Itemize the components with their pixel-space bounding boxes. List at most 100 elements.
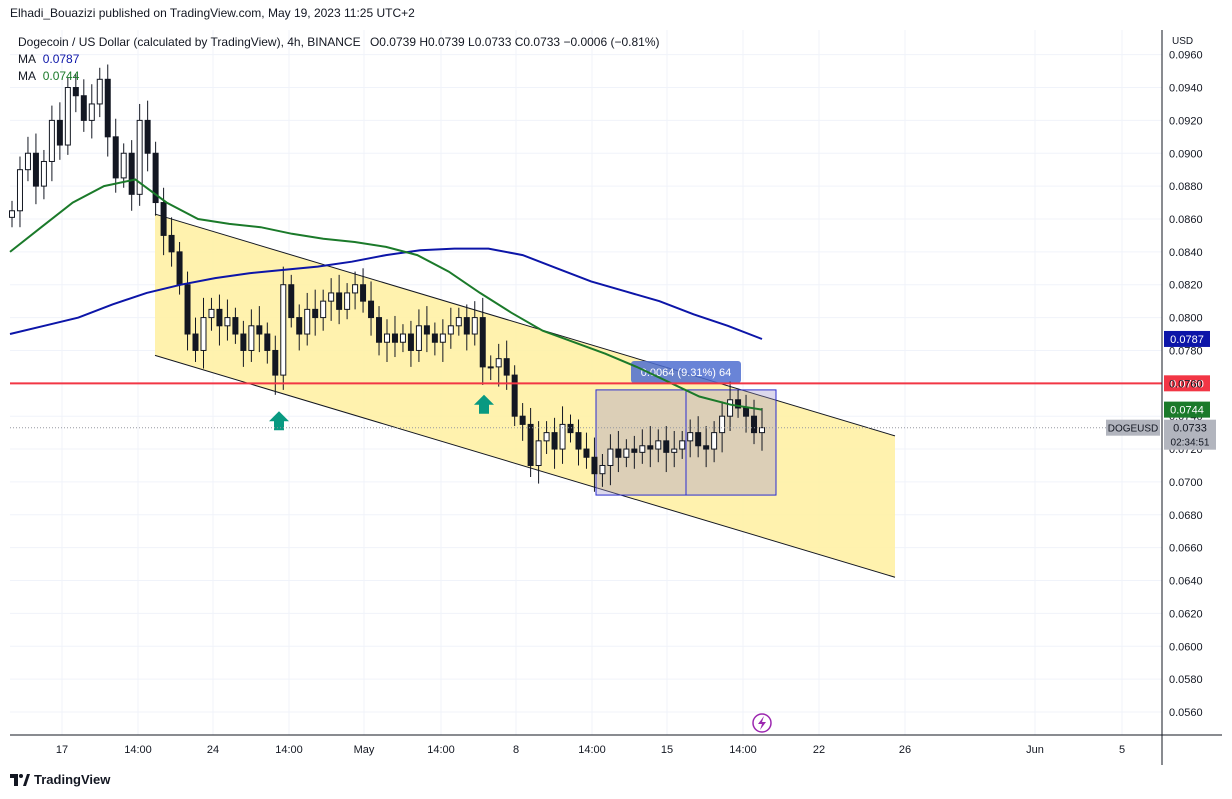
candle-body <box>176 251 183 286</box>
resistance-badge-label: 0.0760 <box>1170 378 1204 390</box>
y-tick-label: 0.0800 <box>1169 313 1203 325</box>
price-axis: 0.0960 0.0940 0.0920 0.0900 0.0880 0.0860 0.08… <box>10 30 1216 765</box>
ma-price-badge <box>1164 401 1210 418</box>
candle-body <box>216 308 223 327</box>
candle-body <box>615 448 622 458</box>
x-tick-label: 14:00 <box>275 744 303 756</box>
up-arrow-icon <box>269 411 289 431</box>
candle-body <box>80 95 87 121</box>
candle-body <box>751 415 758 434</box>
candle-body <box>463 317 470 335</box>
y-tick-label: 0.0940 <box>1169 83 1203 95</box>
footer-brand[interactable]: TradingView <box>10 772 110 787</box>
ma2-label: MA <box>18 69 36 83</box>
candle-body <box>575 432 582 450</box>
candle-body <box>24 152 31 171</box>
measure-label: 0.0064 (9.31%) 64 <box>641 367 732 379</box>
ma-line <box>9 247 763 340</box>
candle-body <box>471 317 478 335</box>
candle-body <box>399 333 406 343</box>
current-price-badge <box>1164 419 1216 450</box>
candle-body <box>631 448 638 453</box>
candle-body <box>320 300 327 319</box>
ma-price-badge-label: 0.0787 <box>1170 334 1204 346</box>
x-tick-label: 15 <box>661 744 673 756</box>
candle-body <box>240 333 247 351</box>
candle-body <box>368 300 375 319</box>
candle-body <box>280 284 287 376</box>
candle-body <box>248 325 255 351</box>
candle-body <box>647 445 654 450</box>
candle-body <box>527 423 534 466</box>
candle-body <box>551 432 558 450</box>
candle-body <box>208 308 215 319</box>
lightning-icon-bolt <box>758 716 766 730</box>
candle-body <box>272 349 279 376</box>
y-tick-label: 0.0600 <box>1169 641 1203 653</box>
candle-body <box>439 333 446 343</box>
x-tick-label: 24 <box>207 744 219 756</box>
candle-body <box>695 432 702 447</box>
candle-body <box>128 152 135 195</box>
x-tick-label: 14:00 <box>578 744 606 756</box>
candle-body <box>168 234 175 253</box>
y-tick-label: 0.0680 <box>1169 510 1203 522</box>
candle-body <box>479 317 486 368</box>
candle-body <box>224 317 231 327</box>
resistance-badge <box>1164 375 1210 392</box>
y-tick-label: 0.0700 <box>1169 477 1203 489</box>
y-tick-label: 0.0660 <box>1169 543 1203 555</box>
candle-body <box>88 103 95 121</box>
candle-body <box>735 399 742 409</box>
y-tick-label: 0.0760 <box>1169 378 1203 390</box>
candle-body <box>160 202 167 236</box>
time-axis: 17 14:00 24 14:00 May 14:00 8 14:00 15 14:00 22 26 J… <box>10 734 1222 756</box>
candle-body <box>743 407 750 417</box>
y-tick-label: 0.0960 <box>1169 50 1203 62</box>
ma-line <box>9 178 763 411</box>
candle-body <box>663 440 670 453</box>
y-tick-label: 0.0640 <box>1169 576 1203 588</box>
candle-body <box>288 284 295 319</box>
y-tick-label: 0.0820 <box>1169 280 1203 292</box>
candle-body <box>376 317 383 343</box>
candle-body <box>407 333 414 351</box>
candle-body <box>56 119 63 146</box>
y-tick-label: 0.0780 <box>1169 345 1203 357</box>
candle-body <box>136 119 143 195</box>
candle-body <box>48 119 55 162</box>
moving-averages <box>9 178 763 411</box>
candle-body <box>256 325 263 335</box>
y-tick-label: 0.0900 <box>1169 148 1203 160</box>
candle-body <box>655 440 662 450</box>
x-tick-label: 8 <box>513 744 519 756</box>
ma2-value: 0.0744 <box>42 69 80 83</box>
x-tick-label: 26 <box>899 744 911 756</box>
candle-body <box>719 415 726 434</box>
symbol-title: Dogecoin / US Dollar (calculated by Trad… <box>18 35 361 49</box>
symbol-badge <box>1106 419 1160 436</box>
candle-body <box>32 152 39 187</box>
candle-body <box>72 87 79 97</box>
candle-body <box>591 456 598 475</box>
candle-body <box>120 152 127 179</box>
x-tick-label: 14:00 <box>124 744 152 756</box>
candle-body <box>264 333 271 351</box>
candle-body <box>671 448 678 453</box>
candle-body <box>759 427 765 434</box>
candle-body <box>200 317 207 351</box>
candle-body <box>607 448 614 466</box>
candlesticks <box>9 64 765 492</box>
candle-body <box>567 423 574 434</box>
lightning-icon <box>752 713 772 733</box>
candle-body <box>336 292 343 310</box>
x-tick-label: 14:00 <box>427 744 455 756</box>
candle-body <box>415 325 422 351</box>
candle-body <box>599 464 606 475</box>
tradingview-logo-icon <box>10 773 30 786</box>
ma1-value: 0.0787 <box>42 52 80 66</box>
candle-body <box>16 169 23 212</box>
candle-body <box>687 432 694 442</box>
currency-label: USD <box>1172 36 1193 47</box>
